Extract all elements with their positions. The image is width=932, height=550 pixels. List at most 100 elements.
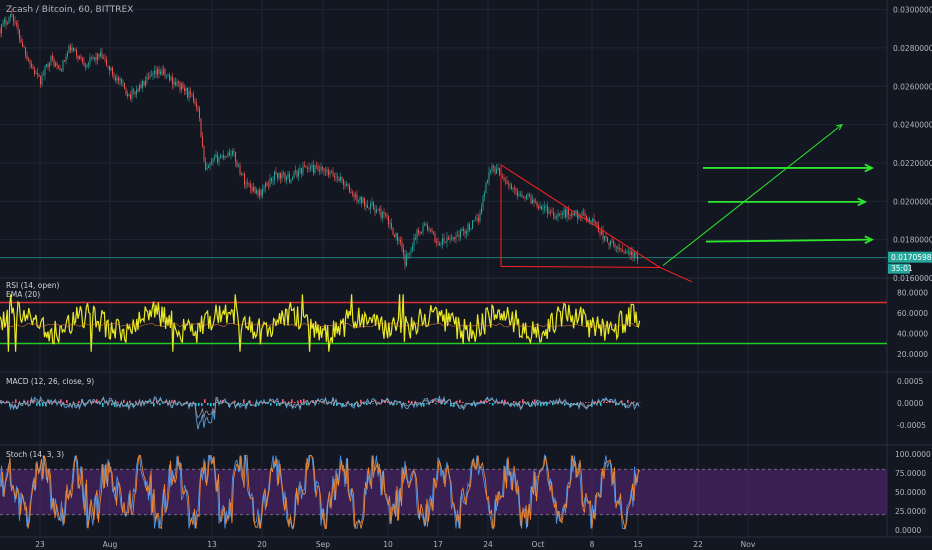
candle-body[interactable] [430,228,431,230]
candle-body[interactable] [533,199,535,203]
candle-body[interactable] [467,224,469,232]
candle-body[interactable] [518,194,520,196]
candle-body[interactable] [46,64,47,66]
candle-body[interactable] [205,161,206,170]
candle-body[interactable] [631,251,632,255]
candle-body[interactable] [469,224,470,229]
candle-body[interactable] [446,237,448,243]
candle-body[interactable] [149,75,151,78]
candle-body[interactable] [611,240,613,242]
candle-body[interactable] [530,196,532,204]
candle-body[interactable] [299,168,301,171]
candle-body[interactable] [415,237,416,239]
candle-body[interactable] [587,218,589,221]
candle-body[interactable] [371,202,373,205]
candle-body[interactable] [166,75,167,76]
candle-body[interactable] [20,39,22,43]
candle-body[interactable] [337,177,338,178]
candle-body[interactable] [359,196,361,201]
candle-body[interactable] [32,66,34,69]
candle-body[interactable] [221,155,223,157]
candle-body[interactable] [311,165,313,168]
candle-body[interactable] [610,240,611,246]
candle-body[interactable] [292,178,293,180]
candle-body[interactable] [152,73,154,76]
candle-body[interactable] [368,208,370,209]
candle-body[interactable] [86,64,88,67]
rsi-pane[interactable] [0,294,887,352]
candle-body[interactable] [343,179,344,186]
candle-body[interactable] [613,241,614,245]
candle-body[interactable] [470,228,472,230]
candle-body[interactable] [163,69,164,75]
candle-body[interactable] [520,194,521,196]
candle-body[interactable] [77,55,79,60]
candle-body[interactable] [5,19,7,25]
candle-body[interactable] [197,107,199,109]
candle-body[interactable] [482,196,484,208]
candle-body[interactable] [155,70,157,75]
candle-body[interactable] [341,176,343,180]
candle-body[interactable] [31,64,32,67]
candle-body[interactable] [505,180,506,182]
candle-body[interactable] [553,212,554,216]
candle-body[interactable] [223,155,224,158]
candle-body[interactable] [487,180,488,183]
candle-body[interactable] [100,52,101,57]
candle-body[interactable] [421,231,422,234]
candle-body[interactable] [0,28,1,34]
candle-body[interactable] [433,231,434,234]
candle-body[interactable] [170,77,172,80]
candle-body[interactable] [296,170,298,177]
candle-body[interactable] [442,238,443,245]
candle-body[interactable] [356,194,358,202]
candle-body[interactable] [481,207,482,214]
candle-body[interactable] [574,212,575,216]
candle-body[interactable] [122,82,124,84]
candle-body[interactable] [269,178,271,187]
candle-body[interactable] [167,74,169,76]
candle-body[interactable] [74,49,76,51]
candle-body[interactable] [541,206,542,210]
candle-body[interactable] [83,62,85,66]
candle-body[interactable] [133,89,134,92]
candle-body[interactable] [619,248,620,250]
candle-body[interactable] [190,91,191,94]
candle-body[interactable] [44,65,46,76]
candle-body[interactable] [560,213,562,215]
candle-body[interactable] [143,80,145,86]
candle-body[interactable] [419,232,421,234]
candle-body[interactable] [497,167,499,170]
candle-body[interactable] [457,234,458,236]
candle-body[interactable] [323,168,325,171]
candle-body[interactable] [101,52,103,59]
macd-pane[interactable] [0,395,641,430]
candle-body[interactable] [349,185,350,192]
candle-body[interactable] [34,68,35,75]
candle-body[interactable] [257,190,259,196]
candle-body[interactable] [616,246,617,248]
candle-body[interactable] [400,239,401,243]
candle-body[interactable] [491,165,493,171]
candle-body[interactable] [443,238,445,243]
candle-body[interactable] [98,53,100,57]
candle-body[interactable] [589,218,590,223]
candle-body[interactable] [488,171,490,181]
stoch-pane[interactable] [0,453,887,531]
candle-body[interactable] [566,209,568,217]
candle-body[interactable] [14,21,16,23]
candle-body[interactable] [22,42,23,47]
candle-body[interactable] [614,244,616,248]
candle-body[interactable] [305,167,307,168]
candle-body[interactable] [479,213,481,222]
candle-body[interactable] [571,213,572,216]
candle-body[interactable] [524,197,526,199]
candle-body[interactable] [344,185,346,187]
candle-body[interactable] [92,57,94,59]
candle-body[interactable] [542,208,544,210]
candle-body[interactable] [313,165,314,173]
candle-body[interactable] [217,154,218,163]
candle-body[interactable] [80,56,82,59]
candle-body[interactable] [509,184,511,186]
candle-body[interactable] [215,154,217,158]
